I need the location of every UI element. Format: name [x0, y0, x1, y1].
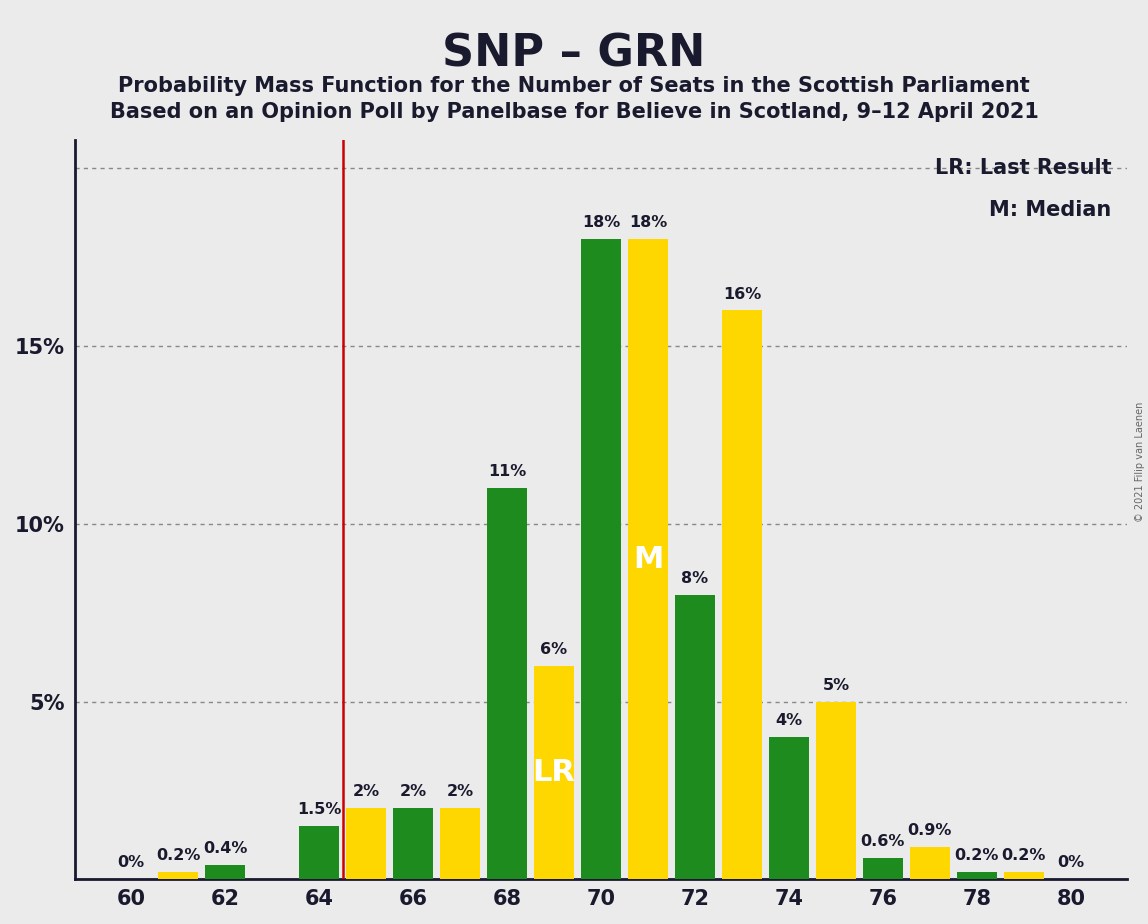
Bar [300, 826, 339, 880]
Text: 0.2%: 0.2% [955, 848, 999, 863]
Bar [816, 701, 856, 880]
Bar [675, 595, 715, 880]
Text: 4%: 4% [775, 713, 802, 728]
Bar [769, 737, 809, 880]
Text: 18%: 18% [629, 215, 667, 230]
Text: 2%: 2% [400, 784, 427, 799]
Bar [722, 310, 762, 880]
Text: 8%: 8% [682, 571, 708, 586]
Text: 2%: 2% [447, 784, 474, 799]
Bar [910, 847, 949, 880]
Bar [346, 808, 386, 880]
Bar [628, 239, 668, 880]
Text: 2%: 2% [352, 784, 380, 799]
Text: 5%: 5% [822, 677, 850, 693]
Text: 0.2%: 0.2% [1002, 848, 1046, 863]
Text: 0.9%: 0.9% [908, 823, 952, 838]
Text: LR: Last Result: LR: Last Result [934, 158, 1111, 178]
Text: 1.5%: 1.5% [297, 802, 341, 817]
Bar [487, 488, 527, 880]
Bar [205, 865, 245, 880]
Text: 0%: 0% [1057, 856, 1085, 870]
Text: 16%: 16% [723, 286, 761, 301]
Text: Probability Mass Function for the Number of Seats in the Scottish Parliament: Probability Mass Function for the Number… [118, 76, 1030, 96]
Bar [581, 239, 621, 880]
Bar [957, 872, 996, 880]
Text: M: Median: M: Median [990, 201, 1111, 221]
Text: Based on an Opinion Poll by Panelbase for Believe in Scotland, 9–12 April 2021: Based on an Opinion Poll by Panelbase fo… [109, 102, 1039, 122]
Text: 11%: 11% [488, 464, 526, 480]
Text: 6%: 6% [541, 642, 567, 657]
Bar [1003, 872, 1044, 880]
Text: 0.6%: 0.6% [861, 834, 905, 849]
Bar [440, 808, 480, 880]
Text: M: M [633, 545, 664, 574]
Text: LR: LR [533, 758, 575, 787]
Bar [158, 872, 199, 880]
Bar [863, 858, 902, 880]
Bar [534, 666, 574, 880]
Bar [393, 808, 433, 880]
Text: 0.4%: 0.4% [203, 841, 247, 857]
Text: 18%: 18% [582, 215, 620, 230]
Text: SNP – GRN: SNP – GRN [442, 32, 706, 76]
Text: 0.2%: 0.2% [156, 848, 200, 863]
Text: 0%: 0% [117, 856, 145, 870]
Text: © 2021 Filip van Laenen: © 2021 Filip van Laenen [1135, 402, 1145, 522]
